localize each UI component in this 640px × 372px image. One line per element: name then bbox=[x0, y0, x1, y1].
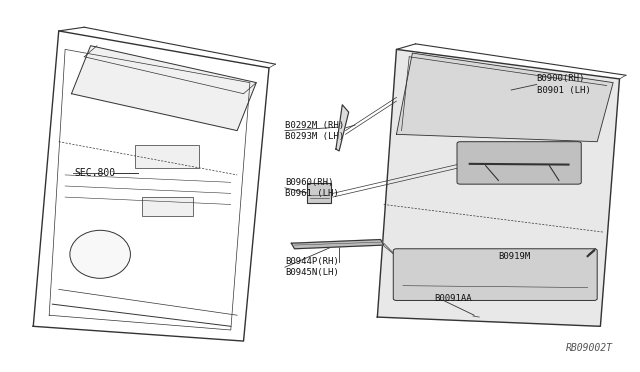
Text: B0919M: B0919M bbox=[499, 251, 531, 261]
Text: B0961 (LH): B0961 (LH) bbox=[285, 189, 339, 198]
FancyBboxPatch shape bbox=[135, 145, 199, 167]
Text: B0091AA: B0091AA bbox=[435, 294, 472, 303]
Text: B0900(RH): B0900(RH) bbox=[537, 74, 585, 83]
Polygon shape bbox=[396, 53, 613, 142]
Text: B0944P(RH): B0944P(RH) bbox=[285, 257, 339, 266]
Polygon shape bbox=[72, 46, 256, 131]
Text: B0293M (LH): B0293M (LH) bbox=[285, 132, 344, 141]
Ellipse shape bbox=[70, 230, 131, 278]
Text: B0901 (LH): B0901 (LH) bbox=[537, 86, 591, 94]
FancyBboxPatch shape bbox=[141, 197, 193, 215]
Polygon shape bbox=[378, 49, 620, 326]
Text: B0960(RH): B0960(RH) bbox=[285, 178, 333, 187]
Text: B0292M (RH): B0292M (RH) bbox=[285, 121, 344, 129]
FancyBboxPatch shape bbox=[394, 249, 597, 301]
Text: SEC.800: SEC.800 bbox=[75, 168, 116, 178]
Text: RB09002T: RB09002T bbox=[566, 343, 613, 353]
FancyBboxPatch shape bbox=[457, 142, 581, 184]
Text: B0945N(LH): B0945N(LH) bbox=[285, 268, 339, 277]
Polygon shape bbox=[336, 105, 349, 151]
Polygon shape bbox=[291, 240, 384, 249]
FancyBboxPatch shape bbox=[307, 183, 332, 203]
